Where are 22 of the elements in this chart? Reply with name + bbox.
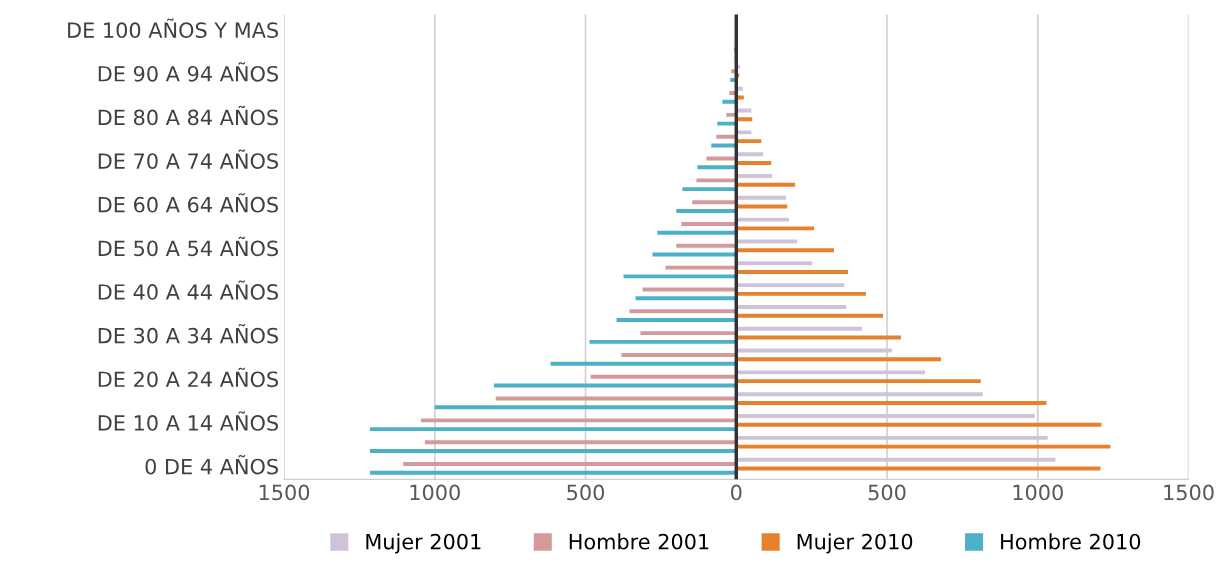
y-tick-label: DE 80 A 84 AÑOS <box>98 105 278 126</box>
y-tick-label: DE 90 A 94 AÑOS <box>98 62 278 82</box>
y-tick-label: DE 70 A 74 AÑOS <box>98 149 278 169</box>
x-tick-label: 500 <box>868 484 906 501</box>
y-tick-label: DE 10 A 14 AÑOS <box>98 411 278 431</box>
y-tick-label: DE 30 A 34 AÑOS <box>98 324 278 344</box>
y-tick-label: DE 60 A 64 AÑOS <box>98 193 278 213</box>
legend-label: Hombre 2010 <box>1001 533 1141 550</box>
x-tick-label: 1000 <box>410 484 460 501</box>
y-tick-label: DE 50 A 54 AÑOS <box>98 236 278 257</box>
legend-label: Hombre 2001 <box>569 533 709 550</box>
x-tick-label: 1500 <box>259 484 310 501</box>
y-tick-label: DE 40 A 44 AÑOS <box>98 280 278 300</box>
y-tick-label: DE 100 AÑOS Y MAS <box>68 18 278 39</box>
x-tick-label: 500 <box>567 484 605 501</box>
x-tick-label: 0 <box>731 484 742 501</box>
legend-label: Mujer 2010 <box>797 533 913 554</box>
y-tick-label: 0 DE 4 AÑOS <box>145 455 278 475</box>
legend-label: Mujer 2001 <box>366 533 481 554</box>
x-tick-label: 1500 <box>1164 484 1214 501</box>
x-tick-label: 1000 <box>1013 484 1063 501</box>
y-tick-label: DE 20 A 24 AÑOS <box>98 367 278 388</box>
